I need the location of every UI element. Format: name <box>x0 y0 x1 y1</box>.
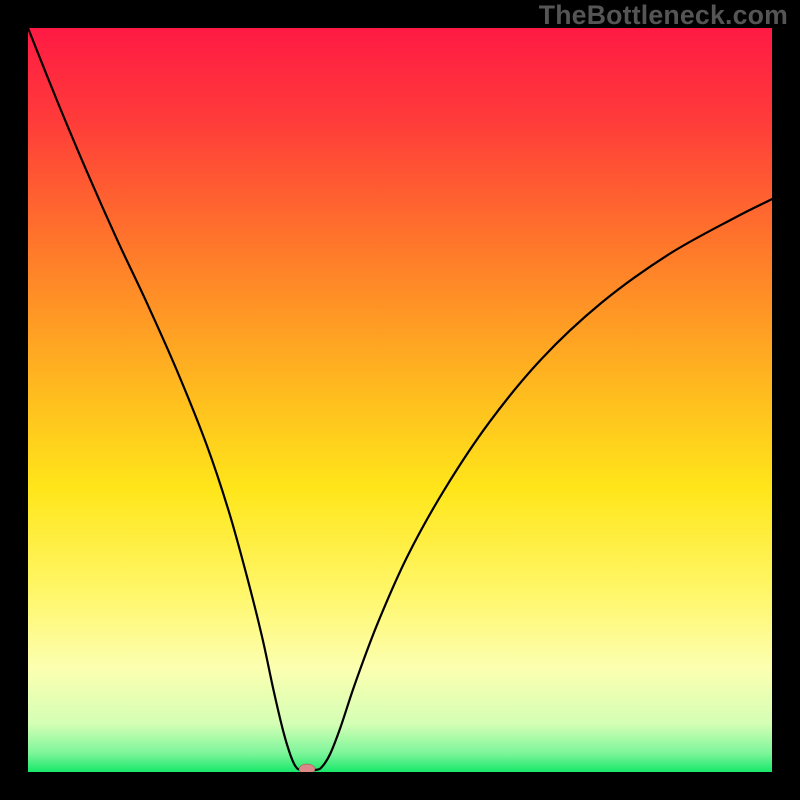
optimal-point-marker <box>299 764 315 772</box>
chart-frame: TheBottleneck.com <box>0 0 800 800</box>
watermark-label: TheBottleneck.com <box>539 0 788 31</box>
bottleneck-curve-chart <box>28 28 772 772</box>
bottleneck-curve <box>28 28 772 770</box>
